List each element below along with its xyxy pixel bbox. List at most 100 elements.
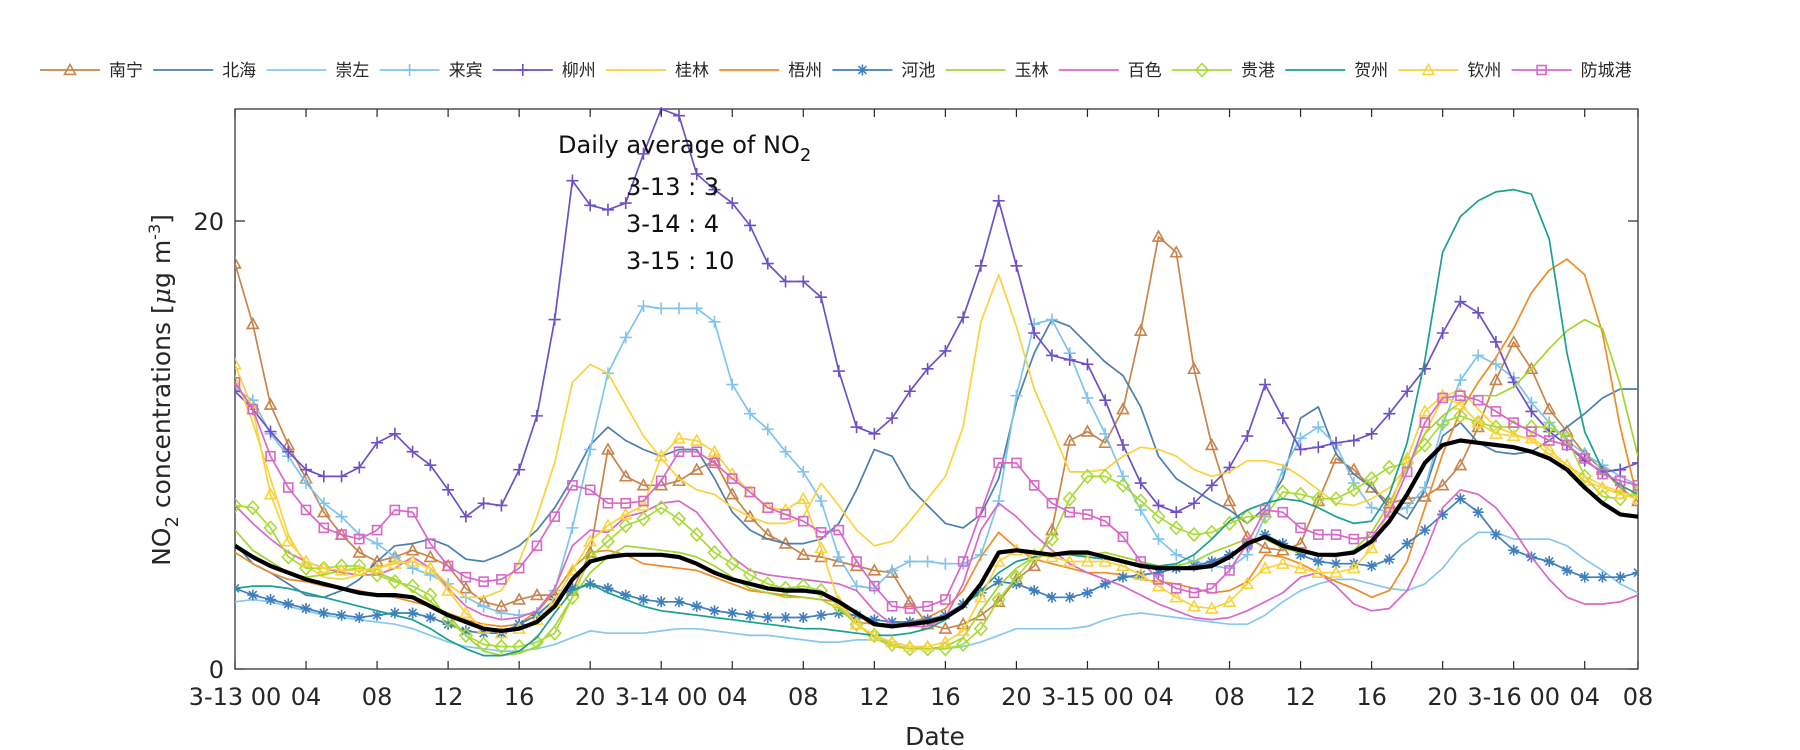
data-point-防城港 [691,446,703,458]
data-point-柳州 [353,461,366,474]
data-point-河池 [1046,591,1058,603]
data-point-柳州 [1525,405,1538,418]
data-point-钦州 [423,561,438,574]
data-point-柳州 [1028,327,1041,339]
data-point-防城港 [1543,435,1555,446]
data-point-来宾 [1365,501,1378,514]
data-point-河池 [1366,560,1378,572]
data-point-钦州 [689,433,704,446]
data-point-河池 [993,576,1005,588]
data-point-南宁 [1524,361,1539,375]
data-point-贵港 [334,558,349,574]
data-point-贵港 [1382,459,1397,476]
data-point-河池 [300,603,312,615]
data-point-钦州 [1595,480,1610,493]
data-point-柳州 [1472,306,1485,319]
data-point-柳州 [1116,439,1129,451]
data-point-来宾 [797,465,810,478]
data-point-柳州 [903,385,916,398]
data-point-来宾 [832,551,845,563]
data-point-贵港 [1346,482,1361,498]
data-point-南宁 [263,397,278,410]
data-point-河池 [1064,591,1076,603]
legend-label: 防城港 [1581,61,1632,81]
data-point-河池 [566,582,578,594]
data-point-柳州 [637,147,650,160]
legend: 南宁 北海 崇左 来宾 柳州 桂林 梧州 河池 玉林 百色 贵港 贺州 钦州 防城港 [40,61,1632,81]
data-point-南宁 [1506,334,1521,348]
data-point-柳州 [1045,349,1058,362]
data-point-河池 [1099,578,1111,590]
legend-label: 贺州 [1354,61,1388,81]
data-point-钦州 [1524,431,1539,444]
data-point-柳州 [566,174,579,187]
legend-item-梧州: 梧州 [719,61,822,81]
data-point-来宾 [726,378,739,391]
data-point-防城港 [851,556,862,567]
data-point-柳州 [992,194,1005,207]
data-point-河池 [318,607,330,619]
data-point-防城港 [1561,439,1573,451]
legend-label: 柳州 [562,61,596,81]
x-tick-label: 12 [859,683,890,711]
annotation-line-3: 3-15 : 10 [626,247,734,275]
data-point-钦州 [1116,558,1130,572]
data-point-防城港 [1028,480,1040,491]
data-point-河池 [371,609,383,621]
data-point-钦州 [316,561,331,574]
data-point-南宁 [1187,361,1201,375]
legend-item-北海: 北海 [153,61,256,81]
data-point-钦州 [1418,404,1432,417]
legend-item-防城港: 防城港 [1511,61,1632,81]
x-tick-label: 20 [575,683,606,711]
data-point-南宁 [512,592,527,605]
data-point-防城港 [1224,565,1235,576]
data-point-贵港 [235,497,243,514]
data-point-河池 [655,596,667,608]
x-tick-label: 04 [291,683,322,711]
data-point-防城港 [886,600,898,612]
data-point-柳州 [1063,353,1076,366]
data-point-南宁 [530,587,544,601]
data-point-河池 [709,605,721,617]
data-point-河池 [673,596,685,608]
data-point-贵港 [387,573,402,590]
data-point-河池 [1312,555,1324,567]
data-point-河池 [726,607,738,619]
data-point-来宾 [886,564,899,577]
data-point-柳州 [235,385,241,398]
data-point-柳州 [530,409,543,422]
data-point-南宁 [1418,489,1432,502]
data-point-来宾 [1116,470,1129,483]
data-point-来宾 [637,300,650,313]
data-point-防城港 [655,475,667,487]
data-point-河池 [691,600,703,612]
data-point-河池 [744,609,756,621]
data-point-防城港 [389,504,401,516]
data-point-贵港 [1222,515,1237,532]
data-point-柳州 [708,183,721,196]
data-point-贵港 [813,582,829,599]
y-tick-label: 20 [193,208,224,236]
data-point-河池 [1295,549,1307,561]
data-point-河池 [1419,524,1431,536]
data-point-柳州 [868,427,881,440]
data-point-防城港 [833,524,845,536]
data-point-来宾 [1134,503,1147,516]
series-北海 [235,318,1638,599]
legend-item-南宁: 南宁 [40,61,143,81]
legend-item-崇左: 崇左 [266,61,369,81]
data-point-贵港 [1435,414,1450,431]
data-point-贵港 [671,511,687,527]
data-point-钦州 [1062,554,1077,567]
data-point-南宁 [796,547,811,560]
legend-label: 北海 [222,61,256,81]
data-point-河池 [265,594,277,606]
data-point-南宁 [1258,540,1272,554]
data-point-防城港 [815,527,827,538]
data-point-柳州 [513,463,526,476]
data-point-防城港 [282,482,294,493]
data-point-河池 [1508,544,1520,556]
data-point-防城港 [549,511,560,522]
